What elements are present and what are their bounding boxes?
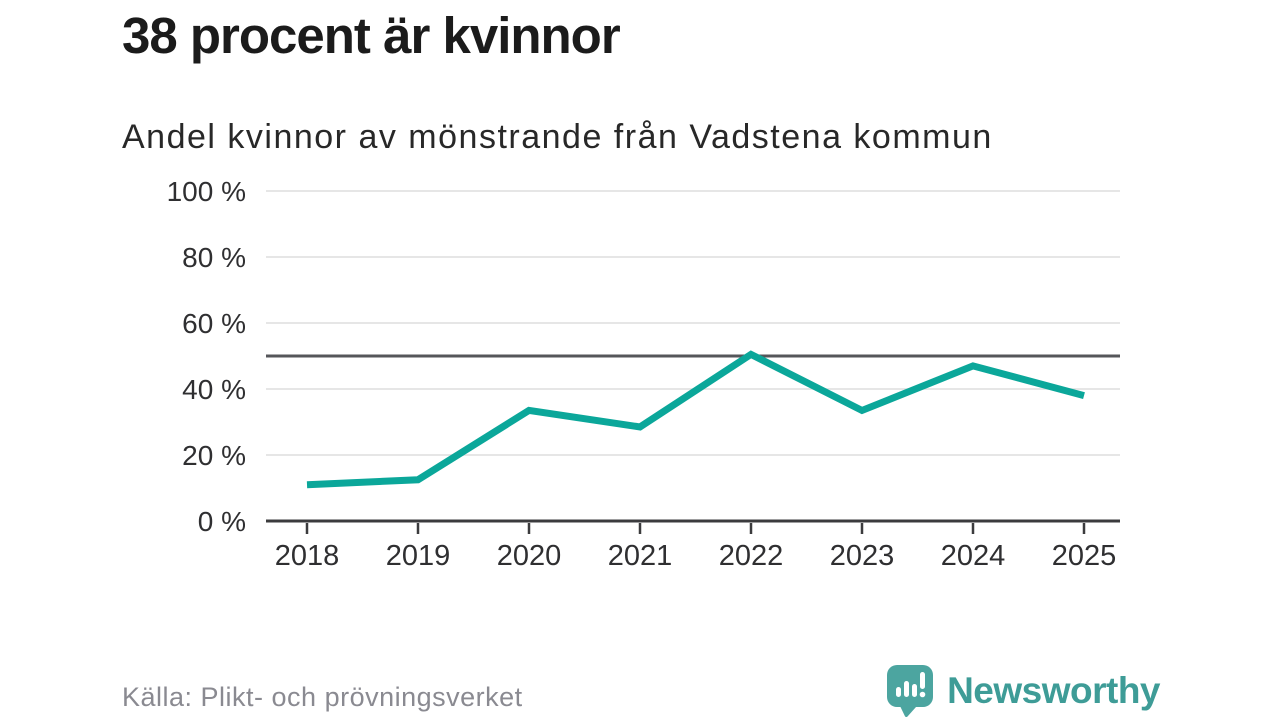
logo-barchart-glyph (896, 672, 926, 698)
x-tick-label-2018: 2018 (275, 540, 340, 572)
x-tick-label-2019: 2019 (386, 540, 451, 572)
line-chart: 0 % 20 % 40 % 60 % 80 % 100 % 2018 2019 2020 2021… (0, 160, 1280, 590)
logo-bubble-shape (887, 665, 934, 717)
x-tick-label-2024: 2024 (941, 540, 1006, 572)
y-tick-label-60: 60 % (182, 308, 246, 339)
y-tick-label-20: 20 % (182, 440, 246, 471)
headline: 38 procent är kvinnor (122, 7, 621, 64)
chart-subtitle: Andel kvinnor av mönstrande från Vadsten… (122, 118, 993, 156)
newsworthy-logo-text: Newsworthy (947, 670, 1160, 711)
x-tick-label-2023: 2023 (830, 540, 895, 572)
x-tick-label-2025: 2025 (1052, 540, 1117, 572)
newsworthy-logo: Newsworthy (887, 665, 1160, 717)
data-line-Andel kvinnor av mönstrande (306, 350, 1085, 489)
x-tick-label-2020: 2020 (497, 540, 562, 572)
y-tick-label-0: 0 % (198, 506, 246, 537)
footer: Källa: Plikt- och prövningsverket Newswo… (0, 660, 1280, 720)
newsworthy-logo-icon (887, 665, 934, 717)
line-chart-svg: 0 % 20 % 40 % 60 % 80 % 100 % 2018 2019 2020 2021… (167, 176, 1120, 572)
x-tick-label-2022: 2022 (719, 540, 784, 572)
x-tick-label-2021: 2021 (608, 540, 673, 572)
y-tick-label-40: 40 % (182, 374, 246, 405)
y-tick-label-100: 100 % (167, 176, 246, 207)
source-note: Källa: Plikt- och prövningsverket (122, 682, 523, 712)
y-tick-label-80: 80 % (182, 242, 246, 273)
